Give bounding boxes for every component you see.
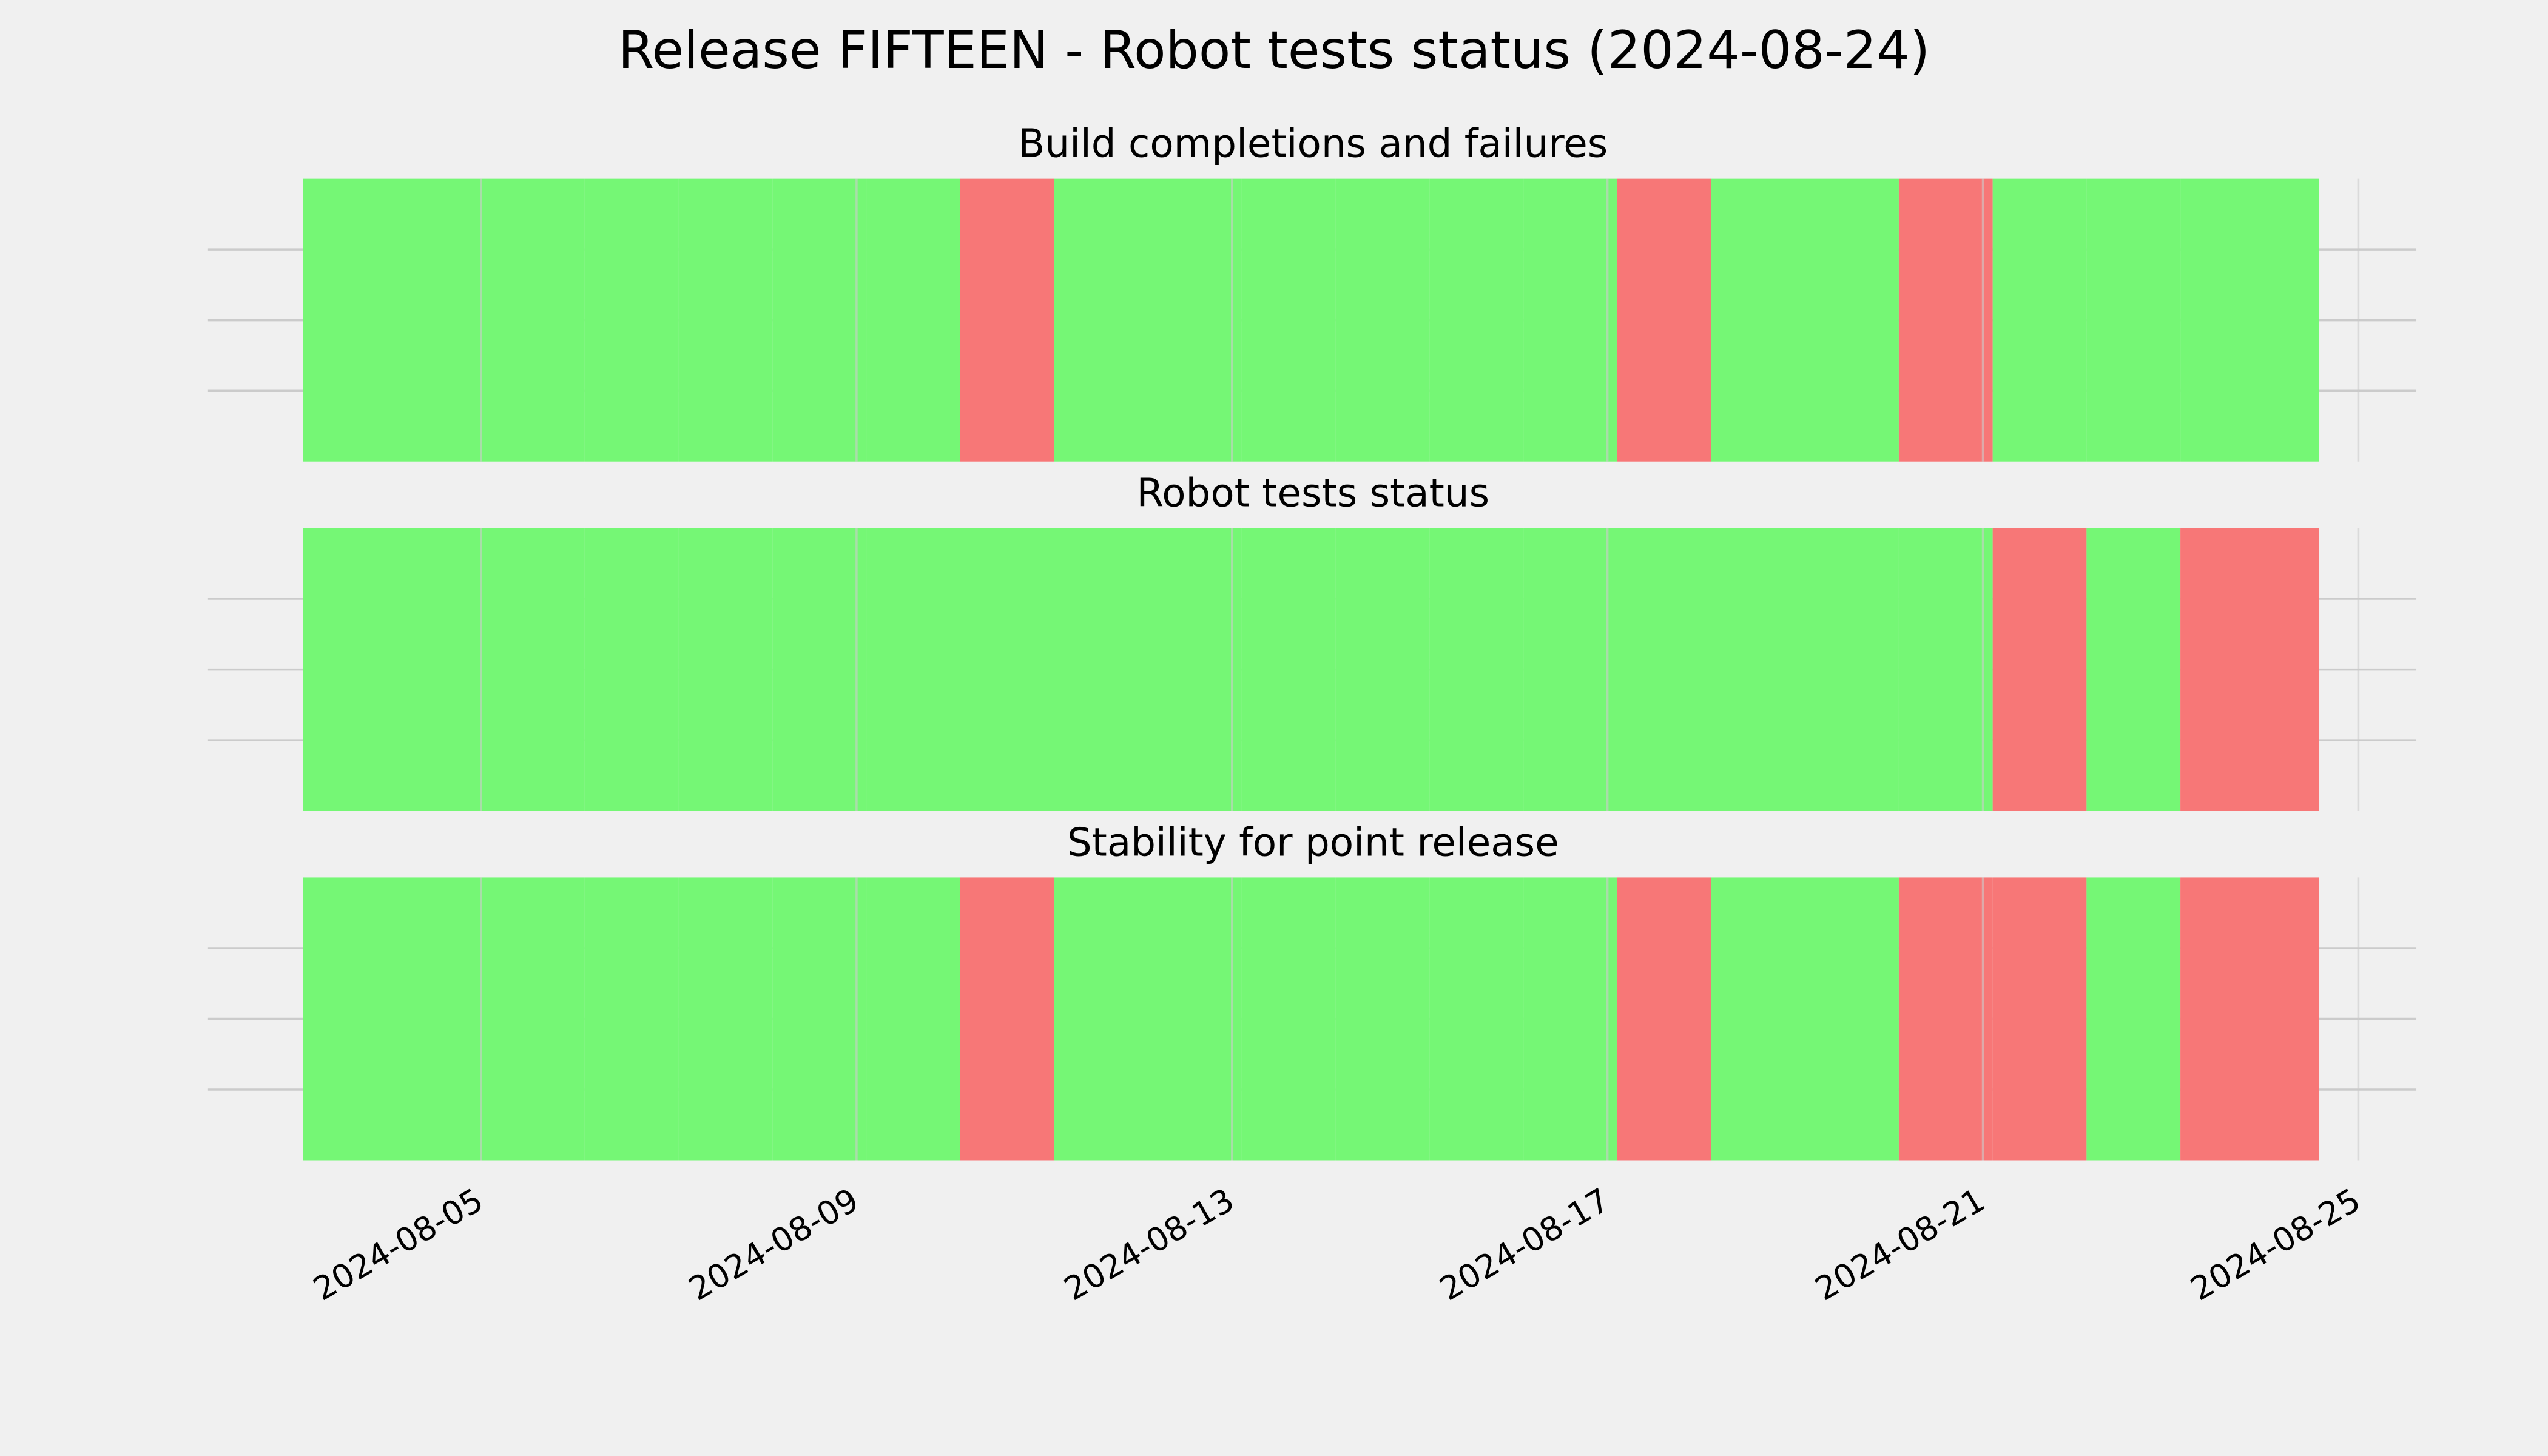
status-span bbox=[1335, 877, 1430, 1161]
status-span bbox=[491, 877, 585, 1161]
panel-title: Robot tests status bbox=[1136, 471, 1489, 516]
status-span bbox=[1617, 528, 1711, 811]
status-span bbox=[1241, 178, 1336, 462]
status-span bbox=[584, 877, 679, 1161]
status-span bbox=[2180, 528, 2274, 811]
status-span bbox=[1523, 178, 1617, 462]
status-span bbox=[1617, 877, 1711, 1161]
status-span bbox=[866, 528, 960, 811]
status-span bbox=[303, 528, 397, 811]
status-span bbox=[1617, 178, 1711, 462]
status-span bbox=[1335, 528, 1430, 811]
status-span bbox=[1992, 528, 2087, 811]
status-span bbox=[960, 178, 1054, 462]
status-span bbox=[1429, 877, 1524, 1161]
status-span bbox=[1805, 528, 1899, 811]
status-span bbox=[1148, 528, 1242, 811]
status-span bbox=[2086, 877, 2181, 1161]
status-span bbox=[1148, 877, 1242, 1161]
status-span bbox=[1429, 528, 1524, 811]
status-span bbox=[584, 528, 679, 811]
status-span bbox=[1429, 178, 1524, 462]
status-span bbox=[2086, 528, 2181, 811]
status-span bbox=[491, 178, 585, 462]
status-span bbox=[397, 877, 491, 1161]
status-span bbox=[1805, 178, 1899, 462]
status-span bbox=[1992, 178, 2087, 462]
status-span bbox=[303, 877, 397, 1161]
status-span bbox=[584, 178, 679, 462]
status-span bbox=[1805, 877, 1899, 1161]
status-span bbox=[678, 877, 773, 1161]
status-span bbox=[1335, 178, 1430, 462]
status-span bbox=[303, 178, 397, 462]
status-span bbox=[772, 877, 867, 1161]
panel-title: Stability for point release bbox=[1067, 820, 1559, 865]
status-span bbox=[678, 528, 773, 811]
status-span bbox=[772, 178, 867, 462]
status-span bbox=[397, 528, 491, 811]
status-span bbox=[1898, 178, 1993, 462]
status-span bbox=[866, 178, 960, 462]
status-span bbox=[1523, 877, 1617, 1161]
status-span bbox=[866, 877, 960, 1161]
status-span bbox=[397, 178, 491, 462]
status-span bbox=[960, 877, 1054, 1161]
status-span bbox=[1054, 528, 1148, 811]
status-span bbox=[1148, 178, 1242, 462]
status-span bbox=[491, 528, 585, 811]
status-span bbox=[2180, 178, 2274, 462]
status-span bbox=[960, 528, 1054, 811]
status-span bbox=[678, 178, 773, 462]
status-span bbox=[1992, 877, 2087, 1161]
status-span bbox=[2180, 877, 2274, 1161]
status-span bbox=[1711, 178, 1805, 462]
status-span bbox=[2274, 178, 2319, 462]
status-span bbox=[1054, 877, 1148, 1161]
status-span bbox=[2086, 178, 2181, 462]
status-span bbox=[1241, 877, 1336, 1161]
status-span bbox=[2274, 528, 2319, 811]
status-span bbox=[772, 528, 867, 811]
status-span bbox=[1711, 528, 1805, 811]
status-span bbox=[1241, 528, 1336, 811]
chart-title: Release FIFTEEN - Robot tests status (20… bbox=[618, 20, 1930, 81]
status-span bbox=[1898, 877, 1993, 1161]
panel-title: Build completions and failures bbox=[1018, 121, 1608, 167]
status-span bbox=[1711, 877, 1805, 1161]
status-span bbox=[2274, 877, 2319, 1161]
status-span bbox=[1898, 528, 1993, 811]
status-span bbox=[1523, 528, 1617, 811]
status-span bbox=[1054, 178, 1148, 462]
